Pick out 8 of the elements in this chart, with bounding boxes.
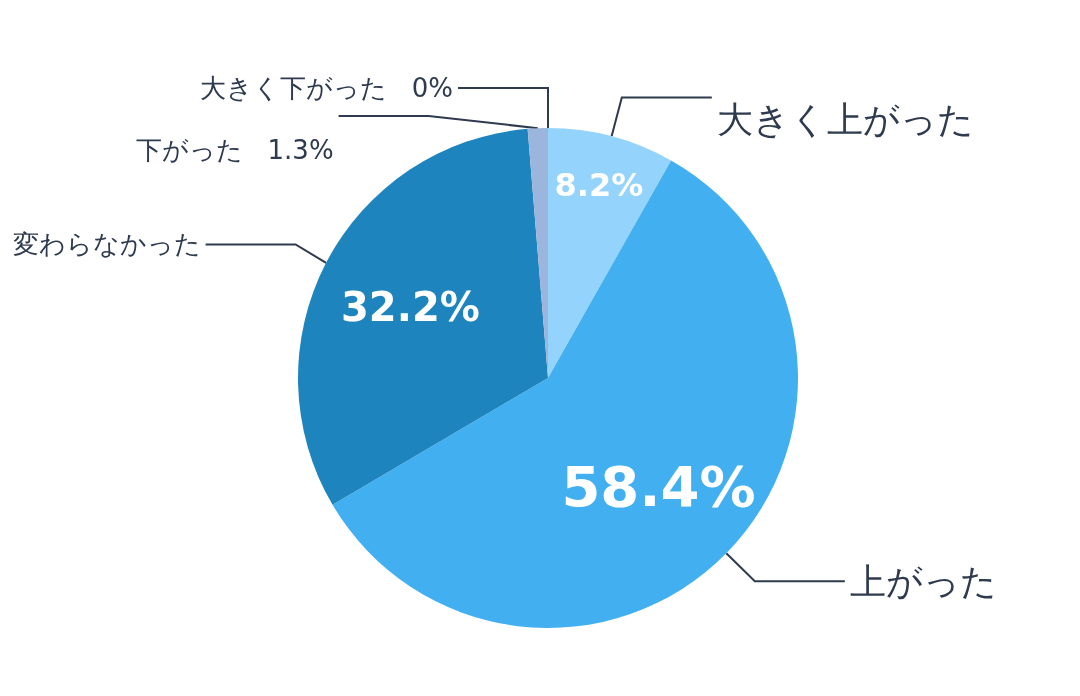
- slice-label: 大きく上がった: [716, 98, 974, 140]
- data-label: 8.2%: [554, 165, 644, 204]
- data-label: 32.2%: [341, 283, 480, 330]
- category-label: 大きく下がった 0%: [199, 73, 453, 103]
- slice-label: 変わらなかった: [12, 229, 201, 260]
- slice-label: 上がった: [849, 560, 997, 602]
- slice-label: 下がった 1.3%: [135, 135, 334, 165]
- data-label: 58.4%: [561, 454, 756, 520]
